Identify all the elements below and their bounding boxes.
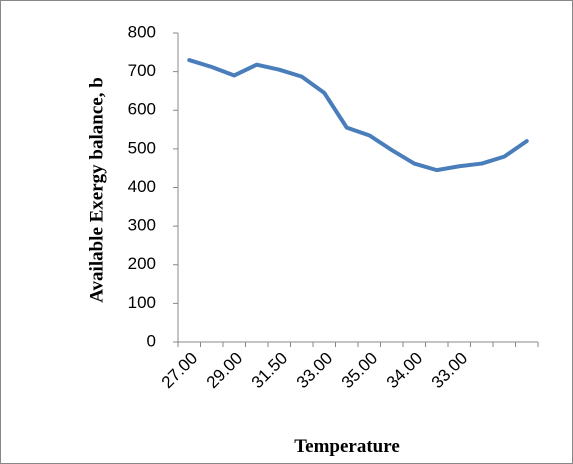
- y-tick-label: 700: [128, 61, 156, 80]
- y-tick-label: 300: [128, 216, 156, 235]
- x-axis-label: Temperature: [294, 436, 400, 457]
- y-tick-label: 400: [128, 177, 156, 196]
- y-tick-label: 0: [147, 331, 156, 350]
- y-tick-label: 600: [128, 100, 156, 119]
- y-tick-label: 200: [128, 254, 156, 273]
- line-series: [187, 58, 529, 173]
- y-axis-label: Available Exergy balance, b: [86, 77, 107, 303]
- y-tick-label: 500: [128, 138, 156, 157]
- y-tick-label: 100: [128, 293, 156, 312]
- y-tick-label: 800: [128, 22, 156, 41]
